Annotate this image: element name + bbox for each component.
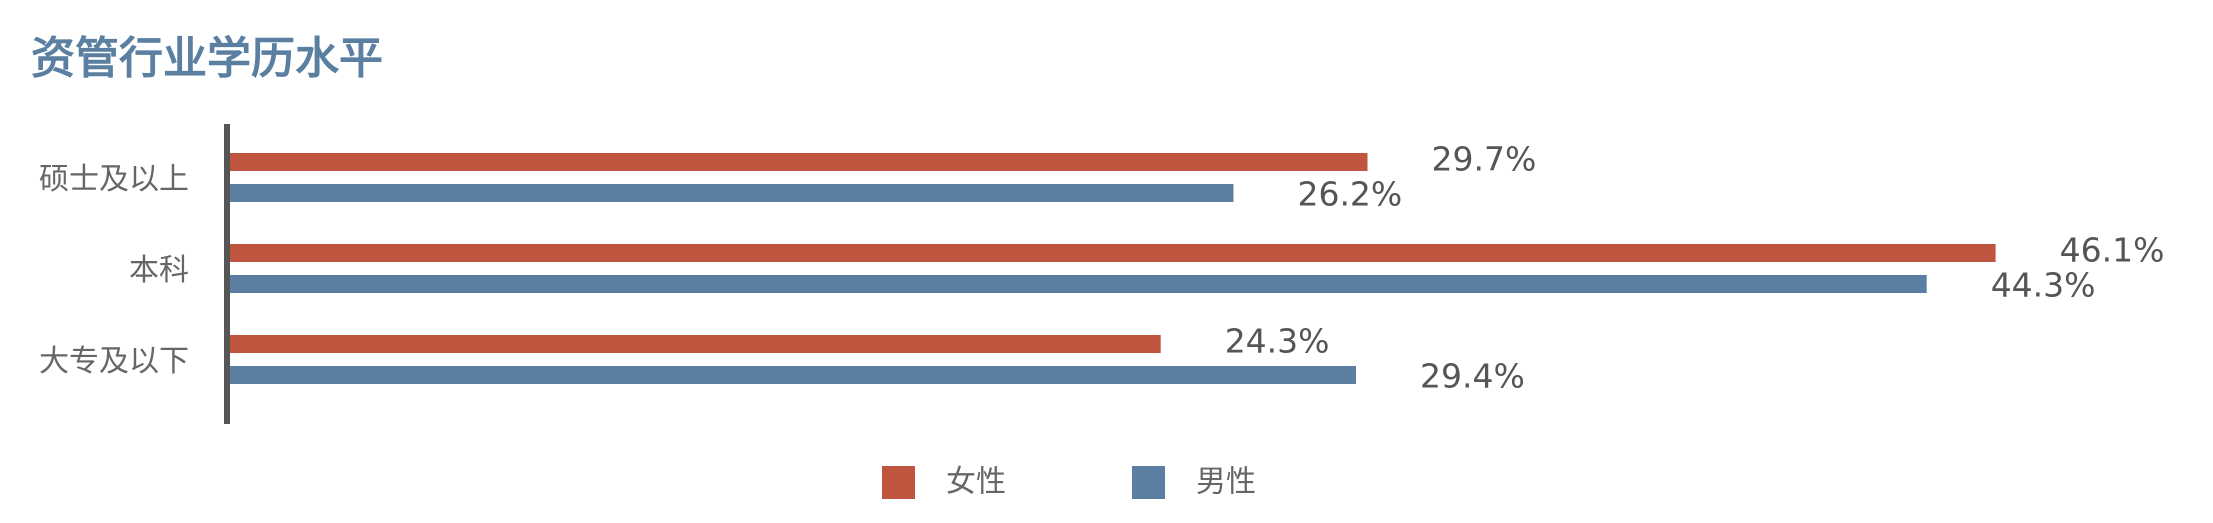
chart-title: 资管行业学历水平: [31, 33, 383, 84]
bar: [230, 335, 1161, 353]
bar: [230, 184, 1234, 202]
legend-label: 男性: [1196, 465, 1256, 500]
value-label: 29.4%: [1420, 357, 1525, 396]
y-tick-label: 硕士及以上: [39, 162, 189, 197]
bar: [230, 153, 1368, 171]
value-label: 29.7%: [1432, 140, 1537, 179]
bar: [230, 244, 1996, 262]
legend-swatch: [1132, 466, 1165, 499]
bar: [230, 275, 1927, 293]
bar: [230, 366, 1357, 384]
value-label: 26.2%: [1297, 175, 1402, 214]
value-label: 46.1%: [2060, 231, 2165, 270]
y-tick-label: 大专及以下: [39, 344, 189, 379]
value-label: 24.3%: [1225, 322, 1330, 361]
legend-label: 女性: [946, 465, 1006, 500]
value-label: 44.3%: [1991, 266, 2096, 305]
legend-swatch: [882, 466, 915, 499]
y-tick-label: 本科: [129, 253, 189, 288]
